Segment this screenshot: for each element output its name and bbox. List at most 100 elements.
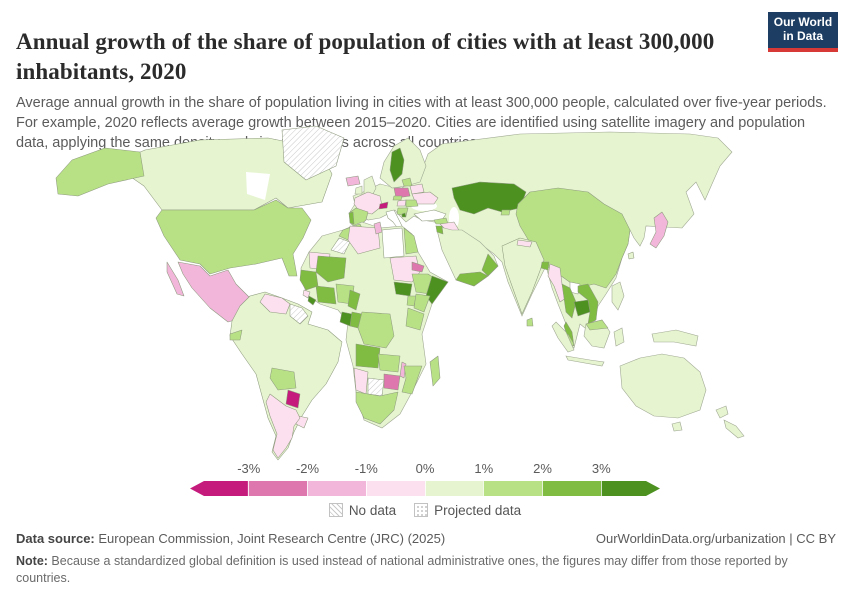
country-philippines[interactable]	[611, 281, 625, 311]
country-libya[interactable]	[381, 227, 405, 259]
country-tanzania[interactable]	[405, 307, 425, 331]
region-malaysia-borneo[interactable]	[585, 319, 609, 331]
island-sumatra[interactable]	[551, 321, 575, 353]
legend-no-data[interactable]: No data	[328, 502, 397, 518]
country-sri-lanka[interactable]	[526, 317, 534, 327]
page-title: Annual growth of the share of population…	[16, 29, 715, 85]
country-botswana[interactable]	[367, 377, 385, 397]
legend-bin-0[interactable]	[190, 481, 248, 496]
country-liberia[interactable]	[307, 295, 317, 306]
owid-logo-line2: in Data	[782, 29, 823, 43]
island-taiwan[interactable]	[627, 251, 635, 260]
legend-bin-4[interactable]	[424, 481, 484, 496]
country-new-zealand-south[interactable]	[723, 419, 745, 439]
country-portugal[interactable]	[348, 211, 355, 225]
country-venezuela[interactable]	[259, 293, 291, 315]
legend-bin-5[interactable]	[483, 481, 543, 496]
region-senegal-guinea[interactable]	[299, 269, 319, 291]
no-data-swatch-icon	[328, 503, 343, 517]
country-alaska[interactable]	[55, 147, 145, 197]
country-czechia[interactable]	[392, 195, 403, 201]
country-oman[interactable]	[481, 253, 499, 277]
country-ecuador[interactable]	[229, 329, 243, 341]
country-usa[interactable]	[155, 199, 312, 277]
country-cambodia[interactable]	[573, 299, 591, 317]
country-argentina[interactable]	[265, 393, 301, 459]
baja-california[interactable]	[166, 261, 185, 297]
data-source: Data source: European Commission, Joint …	[16, 531, 446, 546]
country-south-sudan[interactable]	[393, 281, 413, 297]
legend-bin-6[interactable]	[542, 481, 602, 496]
country-cameroon[interactable]	[347, 289, 361, 311]
legend-projected-data[interactable]: Projected data	[414, 503, 521, 518]
country-south-africa[interactable]	[355, 391, 399, 425]
country-sierra-leone[interactable]	[302, 289, 311, 299]
owid-citation-link[interactable]: OurWorldinData.org/urbanization | CC BY	[595, 531, 836, 546]
country-ireland[interactable]	[354, 185, 363, 195]
country-iceland[interactable]	[345, 175, 361, 187]
country-turkey[interactable]	[413, 209, 447, 222]
country-new-zealand-north[interactable]	[715, 405, 729, 419]
legend-tick--3%: -3%	[237, 461, 261, 476]
legend-bin-2[interactable]	[306, 481, 366, 496]
country-zambia[interactable]	[377, 353, 401, 373]
region-western-sahara[interactable]	[330, 237, 351, 255]
legend-tick--2%: -2%	[295, 461, 320, 476]
legend-tick-2%: 2%	[533, 461, 552, 476]
country-romania[interactable]	[405, 199, 419, 208]
country-egypt[interactable]	[403, 227, 419, 255]
country-india[interactable]	[501, 237, 545, 315]
country-france[interactable]	[353, 191, 383, 215]
island-tasmania[interactable]	[671, 421, 683, 432]
owid-logo-line1: Our World	[773, 15, 833, 30]
island-sulawesi[interactable]	[613, 327, 625, 347]
chart-note: Note: Because a standardized global defi…	[16, 554, 788, 585]
country-yemen[interactable]	[455, 271, 489, 287]
legend-bin-3[interactable]	[365, 481, 425, 496]
country-hungary[interactable]	[396, 199, 407, 207]
country-australia[interactable]	[619, 353, 707, 419]
country-namibia[interactable]	[353, 367, 369, 395]
country-madagascar[interactable]	[429, 355, 441, 387]
country-eritrea[interactable]	[411, 261, 425, 273]
country-switzerland[interactable]	[378, 201, 389, 210]
country-albania[interactable]	[401, 212, 407, 218]
country-poland[interactable]	[393, 187, 411, 199]
country-nepal[interactable]	[516, 239, 533, 248]
country-uganda[interactable]	[406, 295, 417, 307]
legend-bin-1[interactable]	[247, 481, 307, 496]
country-myanmar[interactable]	[547, 263, 567, 303]
country-somalia[interactable]	[425, 275, 449, 305]
projected-data-swatch-icon	[414, 503, 429, 517]
legend-tick-3%: 3%	[591, 461, 611, 476]
legend-bin-7[interactable]	[601, 481, 660, 496]
legend-keys: No data Projected data	[0, 500, 850, 520]
country-mali[interactable]	[315, 255, 347, 283]
island-new-guinea[interactable]	[651, 329, 699, 347]
owid-logo[interactable]: Our World in Data	[768, 12, 838, 52]
no-data-label: No data	[348, 502, 397, 518]
country-japan[interactable]	[649, 211, 669, 249]
hudson-bay	[246, 172, 270, 200]
country-algeria[interactable]	[347, 225, 381, 255]
country-sweden[interactable]	[389, 147, 405, 183]
legend-tick--1%: -1%	[354, 461, 378, 476]
country-greenland[interactable]	[281, 125, 345, 181]
country-thailand[interactable]	[561, 283, 577, 319]
country-jordan-israel[interactable]	[435, 225, 444, 235]
country-angola[interactable]	[355, 343, 381, 369]
country-bangladesh[interactable]	[540, 261, 550, 271]
country-belarus[interactable]	[409, 183, 425, 195]
country-zimbabwe[interactable]	[383, 373, 401, 391]
region-ivory-coast-ghana[interactable]	[315, 285, 337, 305]
legend-tick-labels: -3% -2% -1% 0% 1% 2% 3%	[190, 461, 660, 477]
country-kenya[interactable]	[413, 293, 431, 313]
country-bolivia[interactable]	[269, 367, 297, 391]
legend-tick-1%: 1%	[474, 461, 494, 476]
island-java[interactable]	[565, 355, 605, 367]
country-mozambique[interactable]	[401, 365, 423, 395]
country-paraguay[interactable]	[285, 389, 301, 409]
country-kyrgyzstan[interactable]	[500, 209, 511, 216]
country-drc[interactable]	[357, 311, 395, 349]
region-guyanas[interactable]	[289, 303, 309, 325]
